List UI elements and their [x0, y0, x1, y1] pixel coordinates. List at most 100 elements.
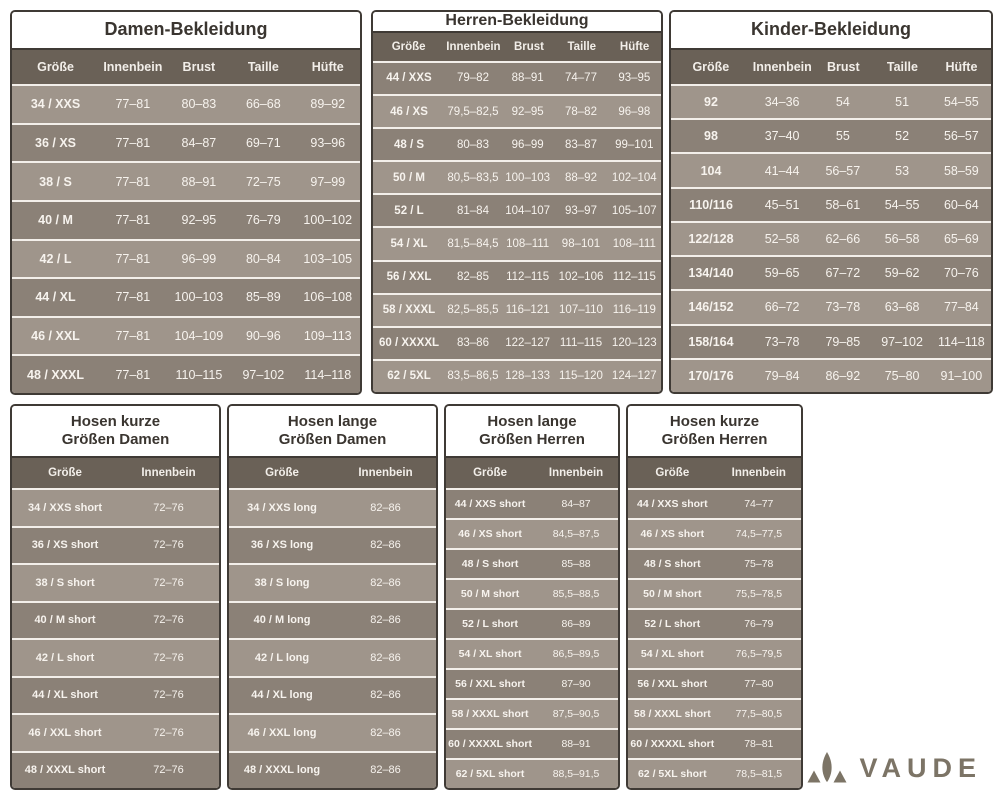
measurement-cell: 88–92 [565, 171, 597, 184]
measurement-cell: 90–96 [245, 329, 281, 344]
table-row: 40 / M short 72–76 [12, 600, 219, 638]
table-row: 44 / XL 77–81 100–103 85–89 106–108 [12, 277, 360, 316]
measurement-cell: 74,5–77,5 [735, 528, 783, 540]
table-row: 146/152 66–72 73–78 63–68 77–84 [671, 289, 991, 324]
measurement-cell: 86,5–89,5 [552, 648, 600, 660]
measurement-cell: 98–101 [561, 237, 601, 250]
table-body: 44 / XXS 79–82 88–91 74–77 93–95 46 / XS 79,5–… [373, 60, 661, 392]
measurement-cell: 82–86 [370, 501, 401, 514]
table-row: 58 / XXXL short 87,5–90,5 [446, 698, 618, 728]
size-label-cell: 56 / XXL short [637, 678, 708, 690]
size-label-cell: 38 / S short [35, 576, 95, 589]
measurement-cell: 97–99 [310, 174, 346, 189]
measurement-cell: 72–76 [153, 689, 184, 702]
measurement-cell: 96–99 [181, 251, 217, 266]
size-label-cell: 44 / XXS [386, 72, 432, 85]
table-row: 60 / XXXXL short 78–81 [628, 728, 801, 758]
size-label-cell: 50 / M short [643, 588, 702, 600]
measurement-cell: 80,5–83,5 [447, 171, 499, 184]
column-header: Innenbein [752, 60, 812, 74]
column-header-row: Größe Innenbein [229, 458, 436, 488]
measurement-cell: 107–110 [559, 304, 603, 317]
size-label-cell: 50 / M short [460, 588, 520, 600]
table-row: 54 / XL 81,5–84,5 108–111 98–101 108–111 [373, 226, 661, 260]
measurement-cell: 76–79 [245, 213, 281, 228]
size-table-kinder-bekleidung: Kinder-Bekleidung Größe Innenbein Brust Tail… [669, 10, 993, 394]
table-row: 56 / XXL 82–85 112–115 102–106 112–115 [373, 259, 661, 293]
size-label-cell: 48 / XXXL long [243, 764, 321, 777]
measurement-cell: 79–85 [825, 334, 861, 349]
measurement-cell: 75,5–78,5 [735, 588, 783, 600]
table-row: 54 / XL short 76,5–79,5 [628, 638, 801, 668]
measurement-cell: 82–86 [370, 726, 401, 739]
table-row: 38 / S 77–81 88–91 72–75 97–99 [12, 161, 360, 200]
size-label-cell: 54 / XL short [640, 648, 704, 660]
measurement-cell: 109–113 [303, 329, 352, 344]
size-label-cell: 44 / XXS short [637, 498, 708, 510]
size-label-cell: 38 / S long [254, 576, 310, 589]
table-row: 92 34–36 54 51 54–55 [671, 84, 991, 119]
column-header: Hüfte [945, 60, 978, 74]
size-label-cell: 104 [700, 163, 722, 178]
measurement-cell: 63–68 [884, 300, 920, 315]
measurement-cell: 80–83 [181, 97, 217, 112]
table-row: 34 / XXS long 82–86 [229, 488, 436, 526]
measurement-cell: 70–76 [943, 266, 979, 281]
measurement-cell: 77–81 [115, 290, 151, 305]
column-header: Größe [473, 467, 507, 479]
table-row: 34 / XXS short 72–76 [12, 488, 219, 526]
measurement-cell: 82–85 [457, 271, 489, 284]
measurement-cell: 58–61 [825, 197, 861, 212]
table-row: 134/140 59–65 67–72 59–62 70–76 [671, 255, 991, 290]
measurement-cell: 62–66 [825, 231, 861, 246]
measurement-cell: 83–86 [457, 337, 489, 350]
size-label-cell: 34 / XXS [30, 97, 81, 112]
table-row: 44 / XL short 72–76 [12, 675, 219, 713]
table-row: 98 37–40 55 52 56–57 [671, 118, 991, 153]
size-label-cell: 58 / XXXL short [451, 708, 529, 720]
size-table-hosen-lang-herren: Hosen lange Größen Herren Größe Innenbein 44… [444, 404, 620, 790]
size-label-cell: 46 / XXL short [28, 726, 102, 739]
size-label-cell: 52 / L short [462, 618, 518, 630]
measurement-cell: 76–79 [744, 618, 774, 630]
size-label-cell: 42 / L [39, 251, 72, 266]
measurement-cell: 72–76 [153, 764, 184, 777]
size-label-cell: 46 / XS short [640, 528, 705, 540]
measurement-cell: 75–80 [884, 368, 920, 383]
table-row: 52 / L 81–84 104–107 93–97 105–107 [373, 193, 661, 227]
size-label-cell: 110/116 [689, 197, 733, 212]
size-label-cell: 62 / 5XL [387, 370, 431, 383]
measurement-cell: 79–82 [457, 72, 489, 85]
table-row: 44 / XL long 82–86 [229, 675, 436, 713]
table-title: Damen-Bekleidung [12, 12, 360, 50]
size-label-cell: 60 / XXXXL [378, 337, 440, 350]
measurement-cell: 58–59 [943, 163, 979, 178]
measurement-cell: 87,5–90,5 [552, 708, 600, 720]
measurement-cell: 112–115 [506, 271, 550, 284]
table-row: 40 / M long 82–86 [229, 600, 436, 638]
table-row: 52 / L short 76–79 [628, 608, 801, 638]
size-label-cell: 36 / XS [35, 135, 76, 150]
table-body: 34 / XXS long 82–86 36 / XS long 82–86 38 / … [229, 488, 436, 788]
column-header: Brust [182, 60, 216, 74]
column-header-row: Größe Innenbein Brust Taille Hüfte [671, 50, 991, 84]
measurement-cell: 85–89 [245, 290, 281, 305]
measurement-cell: 97–102 [881, 334, 923, 349]
measurement-cell: 102–104 [611, 171, 657, 184]
measurement-cell: 124–127 [611, 370, 657, 383]
table-body: 92 34–36 54 51 54–55 98 37–40 55 52 56–57 104 41–44… [671, 84, 991, 392]
measurement-cell: 77–81 [115, 251, 151, 266]
table-body: 34 / XXS short 72–76 36 / XS short 72–76 38 … [12, 488, 219, 788]
measurement-cell: 88–91 [511, 72, 544, 85]
table-row: 46 / XS 79,5–82,5 92–95 78–82 96–98 [373, 93, 661, 128]
measurement-cell: 104–109 [174, 329, 224, 344]
size-label-cell: 46 / XXL [31, 329, 80, 344]
measurement-cell: 66–72 [764, 300, 800, 315]
table-row: 36 / XS long 82–86 [229, 525, 436, 563]
table-row: 62 / 5XL short 78,5–81,5 [628, 758, 801, 788]
measurement-cell: 108–111 [506, 237, 550, 250]
measurement-cell: 96–99 [511, 138, 544, 151]
measurement-cell: 59–62 [884, 266, 920, 281]
measurement-cell: 105–107 [611, 204, 657, 217]
table-row: 48 / XXXL short 72–76 [12, 750, 219, 788]
